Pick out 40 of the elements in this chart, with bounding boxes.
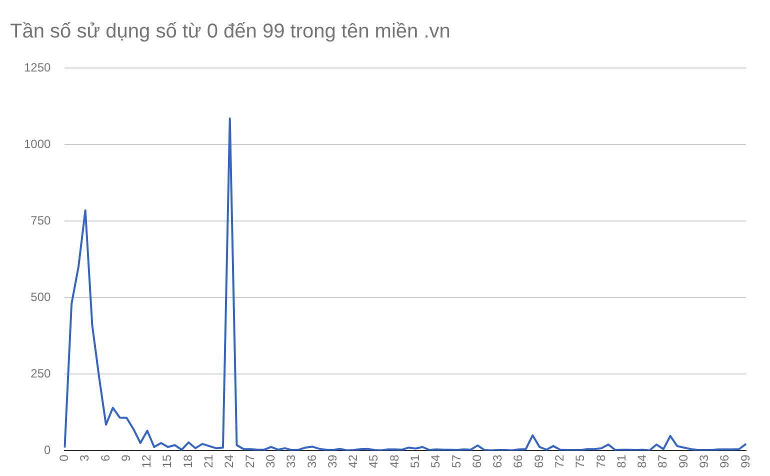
x-tick-label: 30 [263, 454, 278, 468]
y-tick-label: 500 [30, 290, 52, 304]
x-tick-label: 99 [738, 454, 752, 468]
x-tick-label: 51 [408, 454, 422, 468]
x-tick-label: 39 [325, 454, 340, 468]
x-tick-label: 78 [594, 454, 608, 468]
x-tick-label: 12 [140, 454, 154, 468]
chart-title: Tần số sử dụng số từ 0 đến 99 trong tên miền .vn [10, 20, 450, 43]
x-tick-label: 93 [697, 454, 712, 468]
x-tick-label: 6 [98, 454, 112, 462]
x-tick-label: 33 [284, 454, 298, 468]
x-tick-label: 60 [470, 454, 484, 468]
x-tick-label: 0 [57, 454, 72, 462]
x-tick-label: 96 [718, 454, 732, 468]
x-tick-label: 81 [614, 454, 628, 468]
x-tick-label: 90 [676, 454, 690, 468]
x-tick-label: 66 [511, 454, 526, 468]
x-tick-label: 36 [304, 454, 319, 468]
x-tick-label: 48 [387, 454, 402, 468]
x-tick-label: 63 [490, 454, 505, 468]
x-tick-label: 15 [160, 454, 174, 468]
x-tick-label: 54 [428, 454, 443, 468]
x-tick-label: 42 [346, 454, 360, 468]
y-tick-label: 1250 [24, 60, 52, 74]
x-tick-label: 21 [202, 454, 216, 468]
y-tick-label: 1000 [24, 136, 52, 151]
x-tick-label: 18 [180, 454, 195, 468]
x-tick-label: 3 [78, 454, 92, 462]
x-tick-label: 57 [449, 454, 464, 468]
x-tick-label: 72 [552, 454, 566, 468]
y-tick-label: 750 [30, 213, 52, 228]
x-tick-label: 75 [573, 454, 588, 468]
x-tick-label: 24 [222, 454, 236, 468]
x-tick-label: 84 [635, 454, 650, 468]
y-tick-label: 250 [30, 366, 52, 380]
x-tick-label: 9 [118, 454, 133, 462]
x-tick-label: 87 [656, 454, 670, 468]
x-tick-label: 69 [532, 454, 546, 468]
x-tick-label: 27 [242, 454, 257, 468]
x-tick-label: 45 [366, 454, 381, 468]
